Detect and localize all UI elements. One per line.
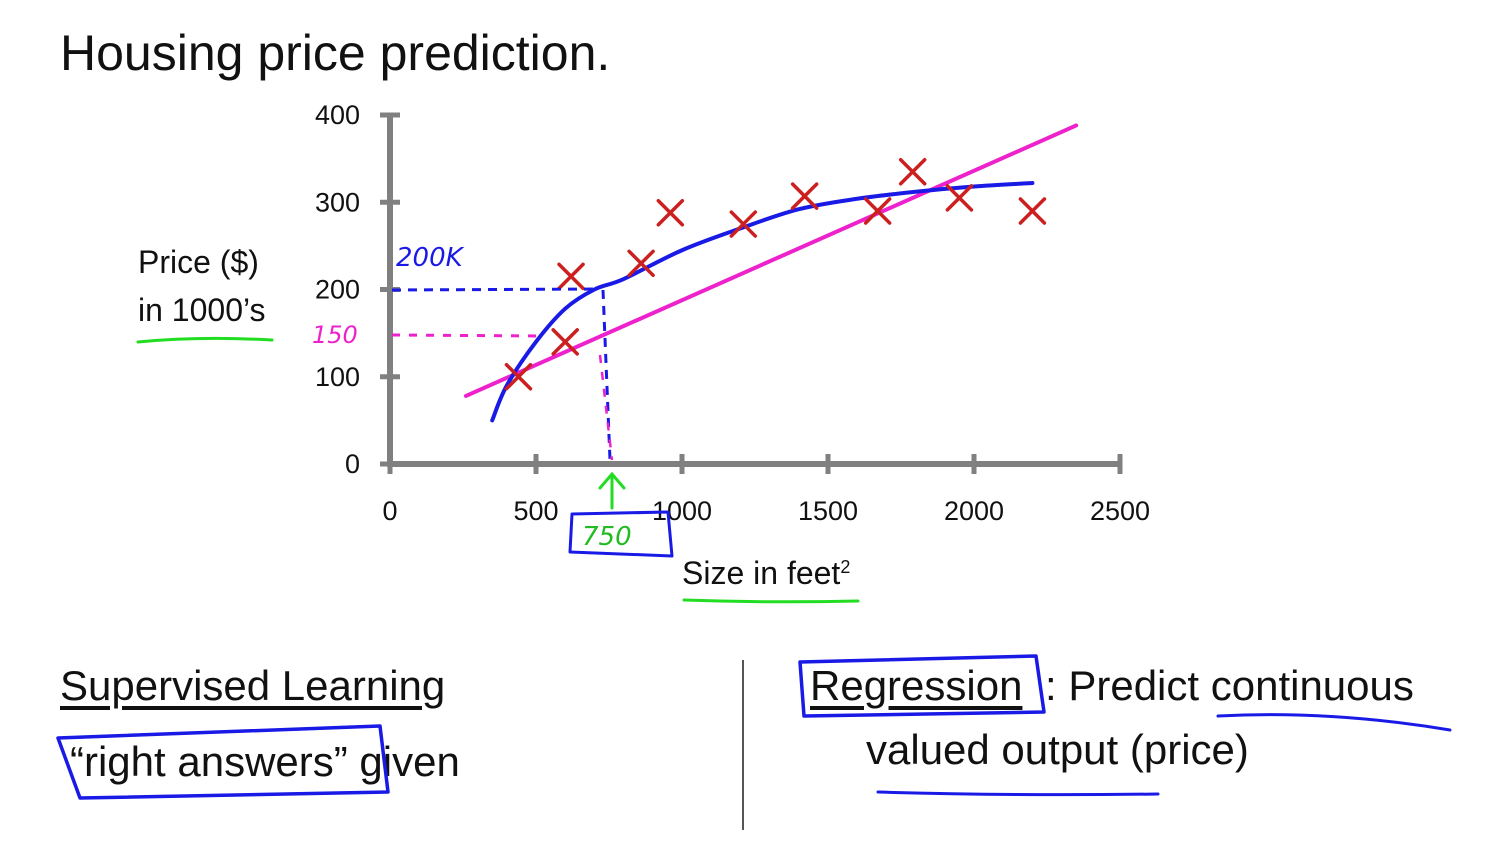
annotation-750-box xyxy=(568,510,674,558)
x-tick-label: 0 xyxy=(382,496,397,526)
data-point xyxy=(945,184,974,212)
guide-150-vertical xyxy=(598,354,614,461)
supervised-learning-heading: Supervised Learning xyxy=(60,662,446,709)
data-point xyxy=(627,249,655,278)
linear-fit-line xyxy=(463,123,1079,398)
y-tick-label: 200 xyxy=(315,275,360,305)
quadratic-fit-curve xyxy=(490,181,1035,423)
y-tick-label: 100 xyxy=(315,362,360,392)
data-point xyxy=(504,363,533,391)
arrow-up-icon xyxy=(598,471,626,510)
guide-200-horizontal xyxy=(391,287,601,292)
x-axis-label: Size in feet2 xyxy=(682,555,850,592)
y-axis-label-line-1: Price ($) xyxy=(138,244,259,280)
data-point xyxy=(898,157,927,186)
y-tick-label: 300 xyxy=(315,187,360,217)
data-point xyxy=(729,210,758,238)
data-point xyxy=(656,198,685,227)
slide-title: Housing price prediction. xyxy=(60,25,611,81)
annotation-750: 750 xyxy=(582,522,632,552)
x-label-underline xyxy=(682,598,860,604)
regression-definition-line-2: valued output (price) xyxy=(866,726,1249,773)
regression-definition: : Predict continuous xyxy=(1045,662,1414,709)
data-point xyxy=(790,182,819,210)
y-axis-label-line-2: in 1000’s xyxy=(138,292,266,328)
continuous-underline xyxy=(1216,713,1452,732)
right-answers-box xyxy=(56,724,390,800)
x-tick-label: 2500 xyxy=(1090,496,1150,526)
x-tick-label: 500 xyxy=(513,496,558,526)
guide-150-horizontal xyxy=(391,333,546,338)
guide-750-vertical xyxy=(601,289,612,461)
data-point xyxy=(551,328,579,356)
x-axis-label-exponent: 2 xyxy=(840,557,851,577)
annotation-200k: 200K xyxy=(396,243,465,273)
x-tick-label: 1500 xyxy=(798,496,858,526)
y-label-underline xyxy=(136,336,274,344)
valued-output-underline xyxy=(876,790,1160,797)
right-answers-line: “right answers” given xyxy=(70,738,460,785)
data-point xyxy=(1018,197,1047,225)
regression-term: Regression xyxy=(810,662,1023,709)
annotation-150: 150 xyxy=(312,321,358,349)
vertical-divider xyxy=(742,660,744,830)
y-tick-label: 0 xyxy=(345,449,360,479)
data-point xyxy=(557,262,585,291)
x-axis-label-text: Size in feet xyxy=(682,555,841,591)
y-tick-label: 400 xyxy=(315,100,360,130)
x-tick-label: 2000 xyxy=(944,496,1004,526)
data-point xyxy=(863,197,892,225)
regression-box xyxy=(798,654,1046,718)
